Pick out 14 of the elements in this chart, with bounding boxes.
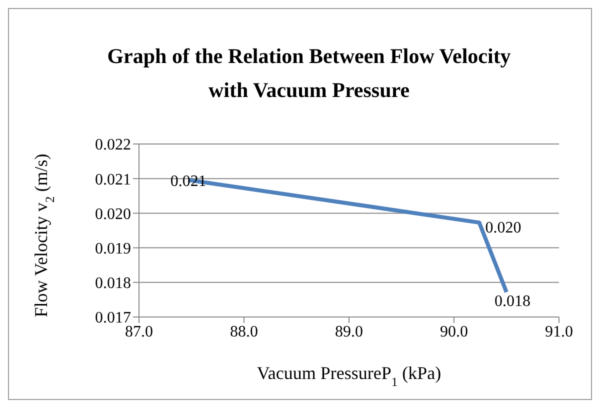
x-tick-label: 90.0 <box>440 323 468 340</box>
data-label: 0.020 <box>485 220 522 237</box>
y-tick-label: 0.020 <box>95 206 131 223</box>
y-tick-label: 0.021 <box>95 171 131 188</box>
y-tick-label: 0.019 <box>95 240 131 258</box>
x-tick-label: 91.0 <box>545 323 573 340</box>
y-tick-label: 0.018 <box>95 275 131 292</box>
x-tick-label: 89.0 <box>335 323 363 340</box>
x-tick-label: 88.0 <box>230 323 258 340</box>
data-label: 0.018 <box>494 293 530 310</box>
x-axis-title: Vacuum PressureP$_{1}$ (kPa) <box>256 363 442 389</box>
y-tick-label: 0.022 <box>95 136 131 154</box>
chart-title: Graph of the Relation Between Flow Velocity with Vacuum Pressure <box>106 43 512 104</box>
data-label: 0.021 <box>170 172 206 190</box>
